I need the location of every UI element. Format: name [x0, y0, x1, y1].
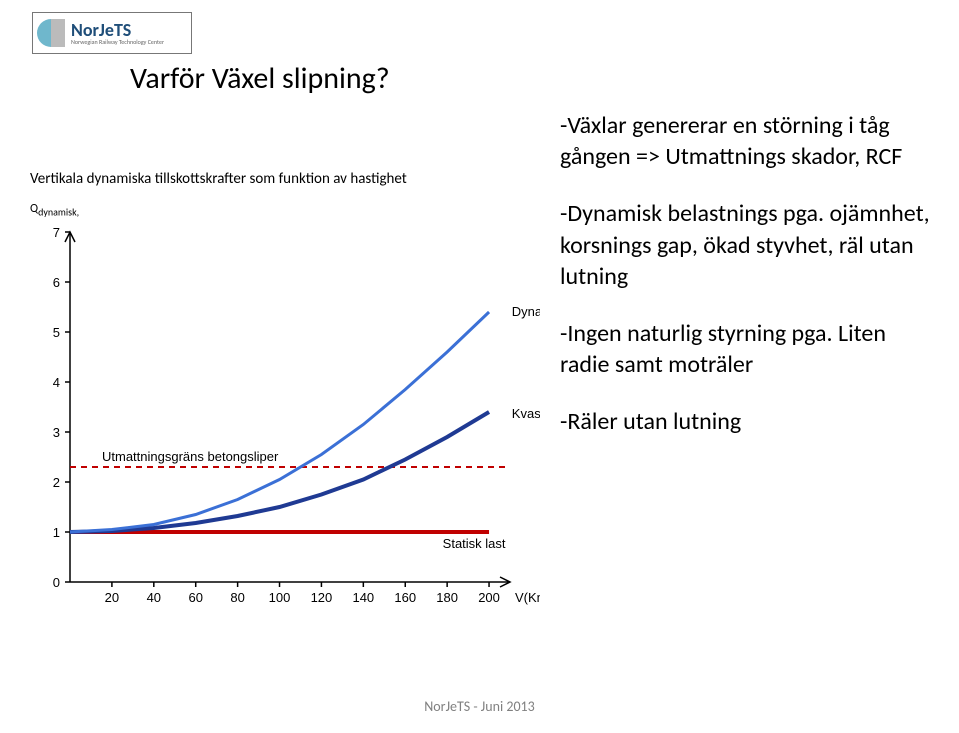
- logo-subtitle: Norwegian Railway Technology Center: [71, 39, 164, 45]
- svg-text:Statisk last: Statisk last: [443, 536, 506, 551]
- svg-text:120: 120: [311, 590, 333, 605]
- logo-text: NorJeTS Norwegian Railway Technology Cen…: [71, 21, 164, 45]
- svg-text:100: 100: [269, 590, 291, 605]
- svg-text:7: 7: [53, 225, 60, 240]
- svg-text:140: 140: [352, 590, 374, 605]
- svg-text:4: 4: [53, 375, 60, 390]
- svg-text:Kvasistatiskt tillskott: Kvasistatiskt tillskott: [512, 406, 540, 421]
- chart-caption: Vertikala dynamiska tillskottskrafter so…: [30, 170, 540, 188]
- paragraph-2: -Dynamisk belastnings pga. ojämnhet, kor…: [560, 198, 940, 292]
- svg-text:20: 20: [105, 590, 119, 605]
- svg-text:V(Km/h): V(Km/h): [515, 590, 540, 605]
- line-chart: 0123456720406080100120140160180200V(Km/h…: [30, 222, 530, 622]
- svg-text:Dynamiskt tillskott: Dynamiskt tillskott: [512, 304, 540, 319]
- page-title: Varför Växel slipning?: [130, 60, 390, 97]
- svg-text:200: 200: [478, 590, 500, 605]
- svg-text:0: 0: [53, 575, 60, 590]
- svg-text:6: 6: [53, 275, 60, 290]
- body-text: -Växlar genererar en störning i tåg gång…: [560, 110, 940, 464]
- svg-text:60: 60: [188, 590, 202, 605]
- chart-area: Vertikala dynamiska tillskottskrafter so…: [30, 170, 540, 622]
- svg-text:5: 5: [53, 325, 60, 340]
- svg-text:1: 1: [53, 525, 60, 540]
- svg-text:180: 180: [436, 590, 458, 605]
- logo-name: NorJeTS: [71, 21, 164, 39]
- svg-text:40: 40: [147, 590, 161, 605]
- svg-text:Utmattningsgräns betongsliper: Utmattningsgräns betongsliper: [102, 449, 279, 464]
- slide: NorJeTS Norwegian Railway Technology Cen…: [0, 0, 959, 733]
- svg-text:160: 160: [394, 590, 416, 605]
- chart-svg: 0 1 2 3 4 5 6 7 20 40 60 80 100 120 140 160 180 200 V(Km/h…: [30, 222, 540, 622]
- paragraph-4: -Räler utan lutning: [560, 406, 940, 437]
- paragraph-3: -Ingen naturlig styrning pga. Liten radi…: [560, 318, 940, 380]
- logo-icon: [37, 19, 65, 47]
- logo: NorJeTS Norwegian Railway Technology Cen…: [32, 12, 192, 54]
- svg-text:2: 2: [53, 475, 60, 490]
- paragraph-1: -Växlar genererar en störning i tåg gång…: [560, 110, 940, 172]
- footer: NorJeTS - Juni 2013: [0, 698, 959, 715]
- chart-y-axis-label: Qdynamisk,: [30, 202, 540, 218]
- svg-text:3: 3: [53, 425, 60, 440]
- svg-text:80: 80: [230, 590, 244, 605]
